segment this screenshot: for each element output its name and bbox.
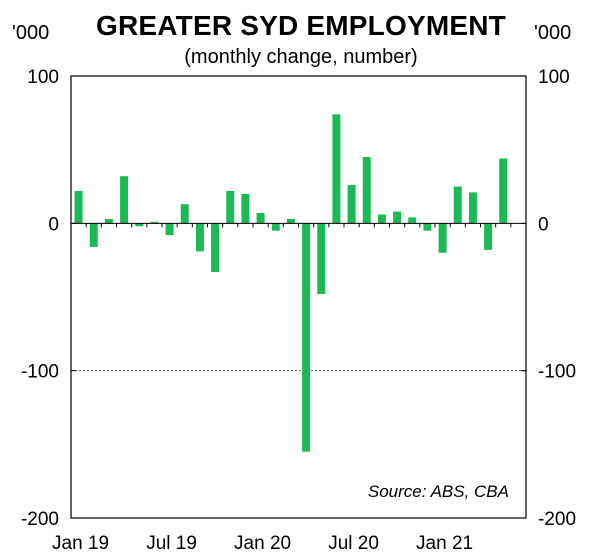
bar-apr-19 bbox=[120, 176, 129, 224]
bar-may-20 bbox=[317, 223, 326, 295]
x-tick-label: Jul 20 bbox=[328, 533, 379, 554]
bar-mar-19 bbox=[104, 218, 113, 224]
plot-frame bbox=[70, 75, 527, 519]
source-note: Source: ABS, CBA bbox=[368, 482, 509, 501]
bar-oct-19 bbox=[211, 223, 220, 272]
bar-apr-21 bbox=[484, 223, 493, 250]
y-tick-label-right: 100 bbox=[538, 67, 570, 88]
x-tick-label: Jul 19 bbox=[146, 533, 197, 554]
labels-layer: 100 100 0 0 -100 -100 -200 -200 Jan 19 Jul 19 Jan … bbox=[21, 67, 576, 554]
bar-aug-19 bbox=[180, 204, 189, 224]
x-tick-label: Jan 20 bbox=[234, 533, 291, 554]
bar-mar-20 bbox=[286, 218, 295, 224]
bar-apr-20 bbox=[302, 223, 311, 452]
y-tick-label-right: -100 bbox=[538, 362, 576, 383]
bars-layer bbox=[74, 114, 508, 452]
y-tick-label-left: 100 bbox=[27, 67, 59, 88]
chart-subtitle: (monthly change, number) bbox=[184, 46, 418, 68]
bar-feb-21 bbox=[453, 186, 462, 224]
bar-dec-20 bbox=[423, 223, 432, 231]
bar-jun-19 bbox=[150, 221, 159, 224]
bar-jan-19 bbox=[74, 190, 83, 224]
bar-nov-19 bbox=[226, 190, 235, 224]
bar-jul-20 bbox=[347, 185, 356, 224]
bar-jun-20 bbox=[332, 114, 341, 224]
bar-may-19 bbox=[135, 223, 144, 227]
y-tick-label-right: 0 bbox=[538, 214, 549, 235]
bar-jul-19 bbox=[165, 223, 174, 236]
bar-may-21 bbox=[499, 158, 508, 224]
bar-jan-20 bbox=[256, 213, 265, 224]
x-tick-label: Jan 19 bbox=[52, 533, 109, 554]
bar-feb-19 bbox=[89, 223, 98, 247]
bar-sep-19 bbox=[195, 223, 204, 252]
bar-nov-20 bbox=[408, 217, 417, 224]
bar-oct-20 bbox=[393, 211, 402, 224]
y-tick-label-left: -100 bbox=[21, 362, 59, 383]
bar-sep-20 bbox=[377, 214, 386, 224]
y-tick-label-left: -200 bbox=[21, 509, 59, 530]
bar-dec-19 bbox=[241, 193, 250, 224]
y-tick-label-left: 0 bbox=[48, 214, 59, 235]
bar-aug-20 bbox=[362, 157, 371, 224]
x-tick-label: Jan 21 bbox=[416, 533, 473, 554]
bar-feb-20 bbox=[271, 223, 280, 231]
bar-mar-21 bbox=[468, 192, 477, 224]
chart-title: GREATER SYD EMPLOYMENT bbox=[96, 10, 506, 41]
bar-jan-21 bbox=[438, 223, 447, 253]
left-axis-unit: '000 bbox=[12, 22, 50, 44]
axes-layer bbox=[70, 75, 527, 519]
y-tick-label-right: -200 bbox=[538, 509, 576, 530]
right-axis-unit: '000 bbox=[534, 22, 572, 44]
